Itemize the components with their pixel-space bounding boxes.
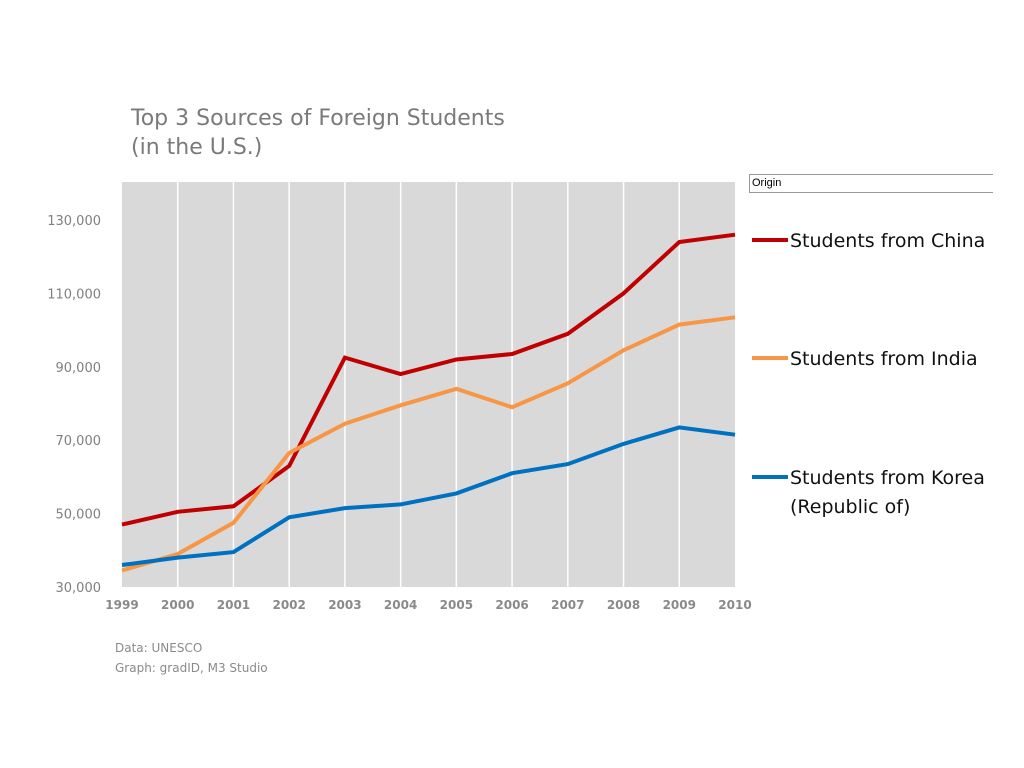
legend-label-india: Students from India	[790, 348, 978, 370]
y-tick-label-130000: 130,000	[47, 214, 101, 229]
y-tick-label-110000: 110,000	[47, 287, 101, 302]
x-tick-label-2005: 2005	[440, 598, 473, 612]
series-line-china	[121, 232, 736, 527]
series-lines	[121, 232, 736, 573]
x-tick-label-2009: 2009	[663, 598, 696, 612]
chart-title-line1: Top 3 Sources of Foreign Students	[131, 106, 505, 131]
x-tick-label-2006: 2006	[495, 598, 528, 612]
chart-title: Top 3 Sources of Foreign Students (in th…	[131, 104, 505, 162]
plot-area	[122, 182, 735, 587]
x-tick-label-2010: 2010	[718, 598, 751, 612]
y-tick-label-30000: 30,000	[56, 581, 102, 596]
data-source-text: Data: UNESCO	[115, 641, 203, 655]
legend-label-korea: Students from Korea	[790, 467, 985, 489]
legend-label-korea-line2: (Republic of)	[790, 496, 910, 518]
x-tick-label-1999: 1999	[105, 598, 138, 612]
chart-source: Data: UNESCO Graph: gradID, M3 Studio	[115, 638, 268, 678]
x-tick-label-2003: 2003	[328, 598, 361, 612]
x-tick-label-2000: 2000	[161, 598, 194, 612]
x-tick-label-2002: 2002	[272, 598, 305, 612]
gridlines	[176, 182, 681, 587]
series-line-india	[121, 315, 736, 573]
graph-credit-text: Graph: gradID, M3 Studio	[115, 661, 268, 675]
y-tick-label-50000: 50,000	[56, 508, 102, 523]
y-tick-label-90000: 90,000	[56, 361, 102, 376]
legend-label-china: Students from China	[790, 230, 985, 252]
x-tick-label-2004: 2004	[384, 598, 417, 612]
x-tick-label-2008: 2008	[607, 598, 640, 612]
x-tick-label-2007: 2007	[551, 598, 584, 612]
y-axis: 30,000 50,000 70,000 90,000 110,000 130,000	[47, 214, 101, 596]
series-line-korea	[121, 425, 736, 567]
chart-title-line2: (in the U.S.)	[131, 135, 263, 160]
legend-title: Origin	[749, 174, 993, 193]
x-axis: 1999 2000 2001 2002 2003 2004 2005 2006 2007 2008…	[105, 598, 751, 612]
y-tick-label-70000: 70,000	[56, 434, 102, 449]
x-tick-label-2001: 2001	[217, 598, 250, 612]
legend: Students from China Students from India St…	[752, 230, 985, 518]
